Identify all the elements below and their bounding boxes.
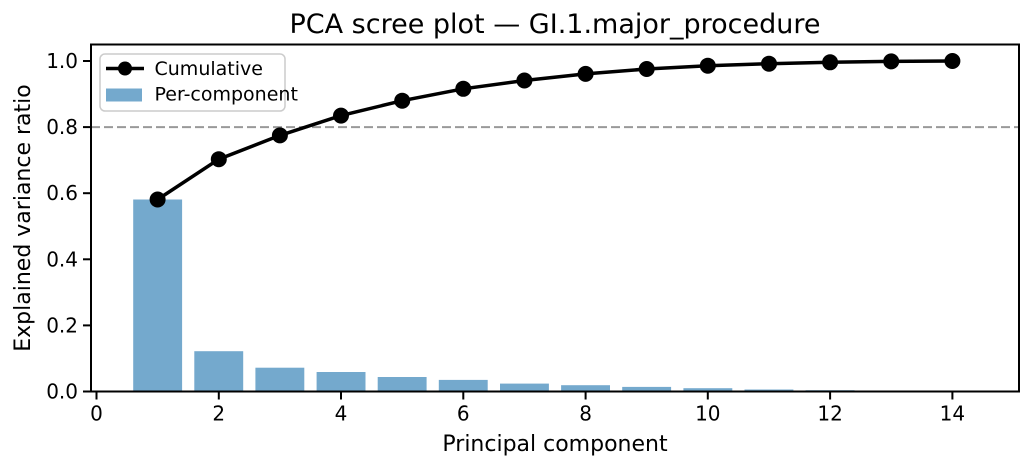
bar-pc9: [622, 386, 672, 392]
bar-pc7: [500, 383, 549, 392]
cumulative-marker-pc10: [699, 57, 716, 74]
y-axis-label: Explained variance ratio: [11, 84, 36, 351]
bar-pc3: [255, 367, 305, 392]
x-tick-label: 8: [579, 402, 592, 426]
x-tick-label: 12: [817, 402, 842, 426]
cumulative-marker-pc14: [944, 53, 961, 69]
legend-label-per-component: Per-component: [155, 84, 298, 106]
y-tick-label: 0.4: [46, 247, 78, 271]
x-tick-label: 10: [695, 402, 720, 426]
bar-pc6: [438, 379, 488, 392]
plot-frame: [90, 43, 1020, 393]
x-tick-label: 6: [457, 402, 470, 426]
y-tick-label: 0.8: [46, 115, 78, 139]
bar-pc4: [316, 372, 366, 392]
legend: Cumulative Per-component: [99, 53, 298, 112]
cumulative-marker-pc1: [149, 191, 166, 208]
x-axis-label: Principal component: [442, 432, 668, 457]
cumulative-marker-pc11: [761, 55, 777, 72]
cumulative-layer: [149, 53, 961, 208]
bar-pc2: [194, 351, 244, 392]
cumulative-marker-pc6: [455, 80, 472, 97]
x-tick-label: 14: [940, 402, 965, 426]
bar-pc10: [683, 388, 733, 392]
cumulative-marker-pc2: [210, 151, 227, 168]
cumulative-marker-icon: [118, 61, 132, 76]
cumulative-marker-pc5: [394, 92, 411, 109]
cumulative-marker-pc7: [516, 72, 533, 89]
bar-pc5: [377, 377, 427, 392]
chart-title: PCA scree plot — GI.1.major_procedure: [289, 9, 820, 40]
x-tick-label: 0: [90, 402, 103, 426]
x-tick-label: 4: [335, 402, 348, 426]
bar-pc8: [561, 385, 610, 392]
cumulative-marker-pc13: [883, 53, 900, 70]
per-component-swatch-icon: [106, 88, 142, 102]
per-component-bars: [133, 199, 977, 392]
axes-ticks-layer: 0 2 4 6 8 10 12 14 0.0 0.2 0.4 0.6 0.8 1.0: [46, 49, 965, 426]
cumulative-marker-pc3: [271, 127, 288, 144]
y-tick-label: 1.0: [46, 49, 78, 73]
y-tick-label: 0.6: [46, 181, 78, 205]
bar-pc1: [133, 199, 183, 392]
legend-label-cumulative: Cumulative: [155, 58, 263, 80]
cumulative-marker-pc4: [333, 107, 349, 124]
cumulative-line: [156, 59, 953, 201]
y-tick-label: 0.2: [46, 313, 78, 337]
y-tick-label: 0.0: [46, 380, 78, 404]
legend-box: [99, 53, 286, 112]
x-tick-label: 2: [212, 402, 225, 426]
cumulative-marker-pc9: [638, 61, 655, 77]
cumulative-marker-pc8: [577, 65, 594, 82]
cumulative-marker-pc12: [822, 54, 839, 71]
